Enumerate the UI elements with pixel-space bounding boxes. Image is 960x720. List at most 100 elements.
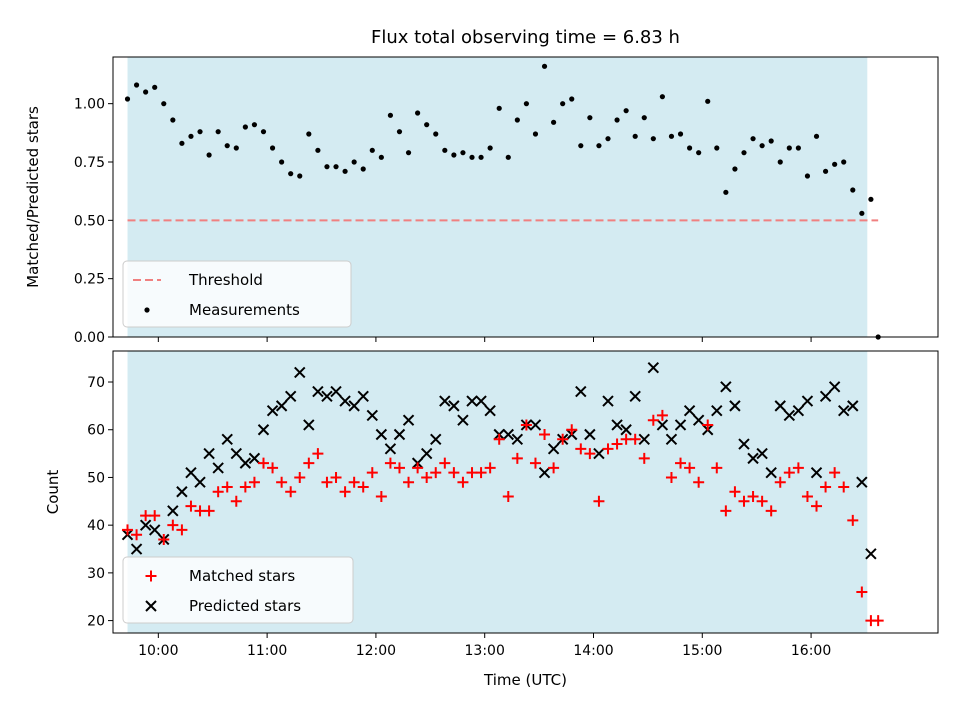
measurement-point [532, 131, 539, 137]
matched-point [847, 514, 859, 526]
predicted-point [611, 419, 623, 431]
predicted-point [420, 447, 433, 460]
measurement-point [632, 133, 638, 139]
predicted-point [484, 404, 496, 417]
matched-point [829, 467, 841, 479]
predicted-point [575, 385, 587, 398]
measurement-point [551, 119, 557, 125]
measurement-point [696, 150, 702, 156]
measurement-point [306, 131, 312, 137]
measurement-point [188, 133, 194, 139]
matched-point [584, 448, 596, 460]
measurement-point [659, 94, 665, 100]
matched-point [294, 471, 306, 483]
matched-point [212, 486, 224, 498]
predicted-point [828, 381, 841, 393]
matched-point [321, 476, 333, 488]
y-tick-label: 40 [87, 518, 105, 534]
legend-entry: Matched stars [189, 567, 295, 585]
matched-point [783, 467, 795, 479]
measurement-point [587, 115, 593, 121]
matched-point [122, 524, 134, 536]
matched-point [493, 433, 505, 445]
legend-measurement-swatch [144, 307, 150, 313]
measurement-point [242, 124, 248, 130]
measurement-point [460, 150, 466, 156]
y-tick-label: 0.50 [74, 213, 105, 229]
measurement-point [795, 145, 801, 151]
predicted-point [810, 466, 823, 479]
measurement-point [686, 145, 693, 151]
matched-point [312, 448, 324, 460]
measurement-point [705, 98, 711, 104]
measurement-point [387, 112, 394, 118]
matched-point [285, 486, 297, 498]
predicted-point [312, 385, 324, 398]
measurement-point [251, 122, 258, 128]
measurement-point [152, 84, 158, 90]
measurement-point [786, 145, 792, 151]
matched-point [448, 467, 460, 479]
matched-point [167, 519, 179, 531]
measurement-point [560, 101, 566, 107]
matched-point [838, 481, 850, 493]
predicted-point [547, 443, 560, 455]
measurement-point [206, 152, 212, 158]
predicted-point [801, 395, 814, 407]
measurement-point [541, 63, 548, 69]
x-tick-label: 12:00 [356, 643, 396, 659]
y-axis-label: Count [44, 470, 62, 515]
predicted-point [602, 395, 614, 407]
predicted-point [393, 428, 406, 441]
measurement-point [569, 96, 575, 102]
matched-point [684, 462, 696, 474]
measurement-point [505, 154, 511, 160]
matched-point [149, 510, 161, 522]
matched-point [557, 433, 569, 445]
predicted-point [139, 519, 152, 531]
measurement-point [841, 159, 847, 165]
legend-box [122, 556, 354, 624]
predicted-point [348, 400, 360, 412]
predicted-point [647, 361, 660, 374]
legend-box [122, 260, 352, 328]
measurement-point [487, 145, 493, 151]
predicted-point [248, 452, 261, 465]
measurement-point [777, 159, 783, 165]
predicted-point [167, 505, 179, 517]
measurement-point [315, 147, 321, 153]
matched-point [675, 457, 687, 469]
predicted-point [819, 390, 832, 403]
matched-point [665, 471, 677, 483]
predicted-point [176, 486, 188, 498]
matched-point [330, 471, 342, 483]
legend-entry: Predicted stars [189, 597, 301, 615]
measurement-point [179, 140, 185, 146]
measurement-point [297, 173, 303, 179]
predicted-point [257, 424, 270, 436]
matched-point [539, 429, 551, 441]
y-axis-label: Matched/Predicted stars [24, 106, 42, 288]
matched-point [502, 491, 514, 503]
matched-point [647, 414, 659, 426]
legend-matched-swatch [145, 570, 157, 582]
predicted-point [747, 452, 759, 465]
matched-point [774, 476, 786, 488]
y-tick-label: 1.00 [74, 97, 105, 113]
measurement-point [514, 117, 520, 123]
matched-point [403, 476, 415, 488]
x-tick-label: 13:00 [465, 643, 505, 659]
predicted-point [674, 419, 687, 431]
measurement-point [415, 110, 421, 116]
predicted-point [457, 414, 469, 426]
matched-point [421, 471, 433, 483]
predicted-point [439, 395, 451, 407]
matched-point [131, 529, 143, 541]
measurement-point [233, 145, 239, 151]
predicted-point [275, 400, 288, 412]
matched-point [475, 467, 487, 479]
matched-point [593, 495, 605, 507]
predicted-point [783, 409, 796, 422]
predicted-point [294, 366, 306, 379]
measurement-point [260, 129, 267, 135]
